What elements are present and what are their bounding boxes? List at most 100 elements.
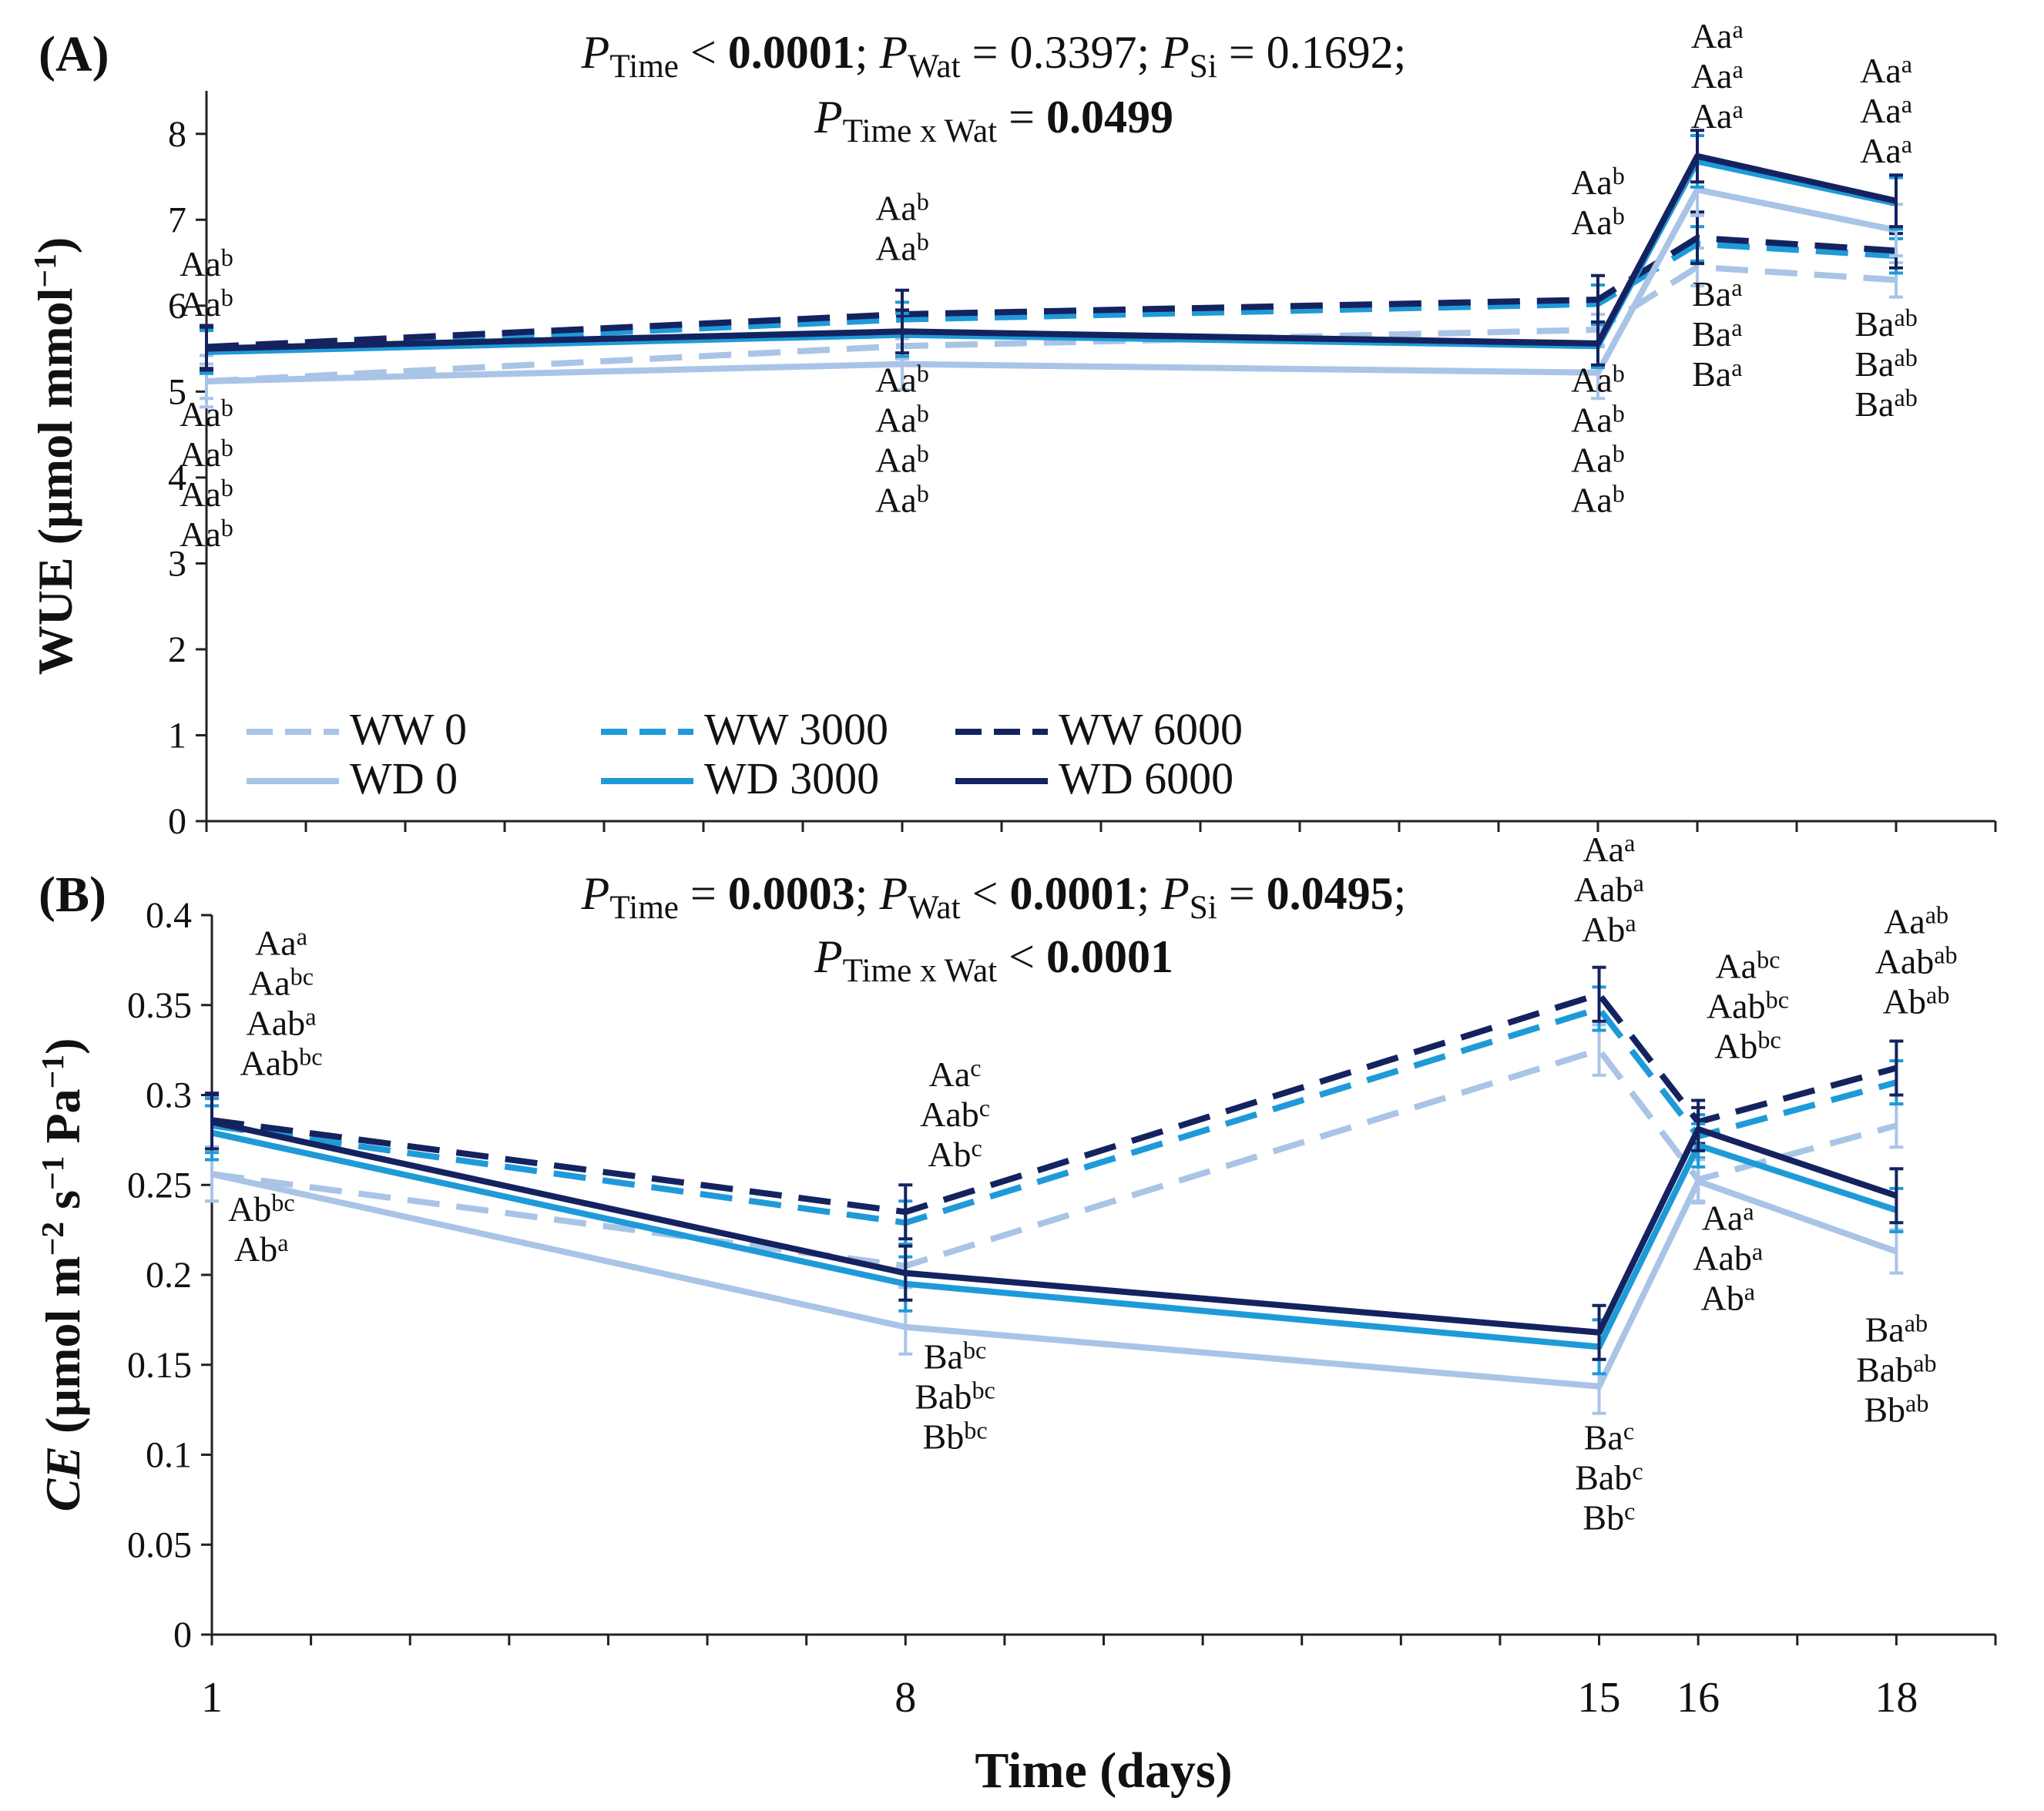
y-tick-label: 0.4 — [146, 895, 192, 936]
annotation-label: Aaa — [1691, 55, 1744, 96]
y-tick-label: 0.15 — [127, 1345, 192, 1386]
panel-label-b: (B) — [39, 867, 106, 923]
legend-label: WD 6000 — [1059, 753, 1233, 803]
y-tick-label: 0.35 — [127, 985, 192, 1026]
series-wd-6000 — [205, 1093, 1904, 1361]
annotation-label: Aab — [875, 440, 929, 480]
annotation-label: Aab — [1571, 440, 1625, 480]
y-tick-label: 5 — [168, 371, 186, 412]
annotation-label: Aabc — [249, 963, 314, 1003]
annotation-label: Aabbc — [1707, 986, 1789, 1026]
series-line — [211, 1118, 1898, 1336]
y-tick-label: 7 — [168, 200, 186, 240]
annotation-label: Babc — [924, 1336, 987, 1377]
annotation-label: Aaa — [1702, 1198, 1754, 1238]
annotation-label: Aaa — [1691, 15, 1744, 55]
y-tick-label: 4 — [168, 458, 186, 498]
annotation-label: Bbc — [1583, 1497, 1635, 1538]
y-tick-label: 0.05 — [127, 1524, 192, 1565]
annotation-label: Aba — [234, 1229, 289, 1269]
annotation-label: Aab — [180, 514, 233, 554]
annotation-label: Aaa — [1860, 50, 1912, 90]
panel-label-a: (A) — [39, 26, 109, 82]
legend-item-ww-0: WW 0 — [247, 704, 467, 754]
series-line — [211, 1171, 1898, 1390]
annotation-label: Aab — [180, 394, 233, 434]
annotation-label: Abab — [1883, 981, 1950, 1021]
annotation-label: Babbc — [915, 1377, 995, 1417]
annotation-label: Aaa — [1860, 130, 1912, 170]
annotation-label: Baa — [1692, 314, 1742, 354]
annotation-label: Baab — [1854, 304, 1918, 344]
legend-item-wd-6000: WD 6000 — [955, 753, 1233, 803]
annotation-label: Aaa — [255, 923, 307, 963]
y-tick-label: 0.25 — [127, 1165, 192, 1206]
legend-item-wd-3000: WD 3000 — [601, 753, 879, 803]
annotation-label: Baa — [1692, 354, 1742, 394]
annotation-label: Aaa — [1860, 90, 1912, 130]
legend-label: WD 0 — [350, 753, 458, 803]
annotation-label: Abbc — [1714, 1026, 1781, 1066]
annotation-label: Aabc — [920, 1094, 990, 1134]
legend-label: WW 6000 — [1059, 704, 1243, 754]
series-line — [206, 234, 1897, 350]
annotation-label: Aab — [875, 227, 929, 267]
y-tick-label: 6 — [168, 286, 186, 327]
annotation-label: Baa — [1692, 273, 1742, 314]
annotation-label: Aba — [1700, 1278, 1755, 1318]
legend-item-ww-3000: WW 3000 — [601, 704, 888, 754]
annotation-label: Aaba — [1574, 869, 1644, 909]
annotation-label: Aaa — [1583, 829, 1635, 869]
y-tick-label: 0.3 — [146, 1075, 192, 1116]
annotation-label: Aab — [180, 434, 233, 474]
x-tick-label: 15 — [1578, 1674, 1621, 1722]
stats-line-2: PTime x Wat < 0.0001 — [814, 931, 1173, 989]
annotation-label: Aab — [180, 243, 233, 283]
annotation-label: Bac — [1584, 1417, 1634, 1457]
stats-line-1: PTime < 0.0001; PWat = 0.3397; PSi = 0.1… — [581, 27, 1407, 85]
y-tick-label: 3 — [168, 543, 186, 584]
y-tick-label: 2 — [168, 629, 186, 670]
annotation-label: Aabc — [1715, 946, 1780, 986]
y-tick-label: 0 — [168, 801, 186, 842]
legend-label: WD 3000 — [704, 753, 879, 803]
x-tick-label: 8 — [894, 1674, 916, 1722]
annotation-label: Aab — [1571, 400, 1625, 440]
panel-a-wue-chart: (A) PTime < 0.0001; PWat = 0.3397; PSi = … — [27, 15, 1997, 842]
annotation-label: Aabbc — [240, 1043, 323, 1083]
annotation-label: Aab — [875, 400, 929, 440]
annotation-label: Aaba — [1693, 1238, 1763, 1278]
legend-item-ww-6000: WW 6000 — [955, 704, 1243, 754]
annotation-label: Abc — [928, 1134, 982, 1174]
x-tick-label: 18 — [1875, 1674, 1918, 1722]
series-wd-6000 — [200, 129, 1903, 372]
annotation-label: Aab — [875, 480, 929, 520]
annotation-label: Aab — [1571, 360, 1625, 400]
series-line — [211, 1005, 1898, 1226]
annotation-label: Aab — [875, 360, 929, 400]
annotation-label: Aab — [180, 283, 233, 324]
annotation-label: Aab — [180, 474, 233, 514]
annotation-label: Aba — [1582, 909, 1636, 949]
annotation-label: Aab — [1571, 480, 1625, 520]
series-line — [206, 186, 1897, 384]
series-line — [211, 991, 1898, 1216]
annotation-label: Baab — [1854, 384, 1918, 424]
annotation-label: Aac — [929, 1054, 982, 1094]
annotation-label: Babc — [1575, 1457, 1643, 1497]
legend-item-wd-0: WD 0 — [247, 753, 458, 803]
legend-label: WW 3000 — [704, 704, 888, 754]
